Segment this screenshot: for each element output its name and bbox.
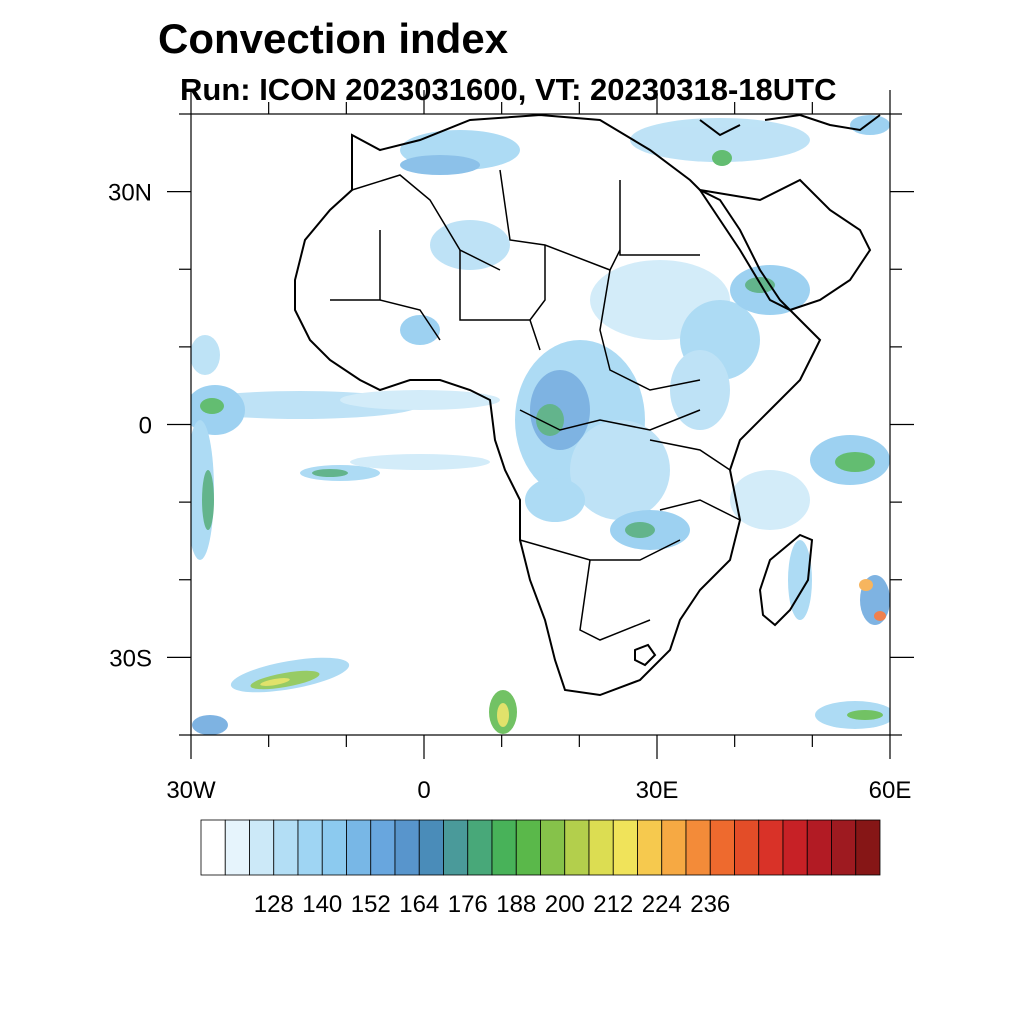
- colorbar-swatch: [273, 819, 299, 876]
- colorbar-label: 152: [351, 891, 391, 918]
- colorbar-swatch: [588, 819, 614, 876]
- colorbar-label: 164: [399, 891, 439, 918]
- lon-label: 30E: [636, 777, 679, 804]
- colorbar-swatch: [321, 819, 347, 876]
- colorbar-label: 236: [690, 891, 730, 918]
- colorbar-label: 140: [302, 891, 342, 918]
- colorbar-labels: 128 140 152 164 176 188 200 212 224 236: [254, 891, 731, 918]
- colorbar-swatch: [249, 819, 275, 876]
- lon-label: 0: [417, 777, 430, 804]
- colorbar-swatch: [685, 819, 711, 876]
- chart-title: Convection index: [158, 15, 509, 62]
- colorbar-swatch: [370, 819, 396, 876]
- axis-ticks: [167, 90, 914, 759]
- lat-label: 0: [139, 413, 152, 440]
- colorbar-label: 212: [593, 891, 633, 918]
- colorbar-swatch: [394, 819, 420, 876]
- colorbar-swatch: [418, 819, 444, 876]
- colorbar-label: 224: [642, 891, 682, 918]
- colorbar-swatch: [297, 819, 323, 876]
- colorbar-swatch: [443, 819, 469, 876]
- chart-subtitle: Run: ICON 2023031600, VT: 20230318-18UTC: [180, 72, 837, 107]
- colorbar-swatch: [734, 819, 760, 876]
- colorbar: [200, 819, 881, 876]
- colorbar-label: 188: [496, 891, 536, 918]
- lon-labels: 30W 0 30E 60E: [166, 777, 911, 804]
- country-borders: [330, 169, 741, 641]
- colorbar-swatch: [612, 819, 638, 876]
- lat-label: 30N: [108, 180, 152, 207]
- colorbar-swatch: [637, 819, 663, 876]
- colorbar-swatch: [855, 819, 881, 876]
- convection-field: [191, 115, 890, 735]
- colorbar-label: 200: [545, 891, 585, 918]
- colorbar-swatch: [831, 819, 857, 876]
- colorbar-swatch: [540, 819, 566, 876]
- colorbar-swatch: [709, 819, 735, 876]
- lon-label: 60E: [869, 777, 912, 804]
- colorbar-swatch: [200, 819, 226, 876]
- colorbar-label: 176: [448, 891, 488, 918]
- colorbar-swatch: [758, 819, 784, 876]
- colorbar-swatch: [661, 819, 687, 876]
- lat-labels: 30N 0 30S: [108, 180, 152, 673]
- lat-label: 30S: [109, 645, 152, 672]
- lon-label: 30W: [166, 777, 216, 804]
- colorbar-swatch: [806, 819, 832, 876]
- colorbar-label: 128: [254, 891, 294, 918]
- colorbar-swatch: [782, 819, 808, 876]
- coastlines: [294, 114, 881, 697]
- colorbar-swatch: [564, 819, 590, 876]
- colorbar-swatch: [346, 819, 372, 876]
- colorbar-swatch: [515, 819, 541, 876]
- colorbar-swatch: [224, 819, 250, 876]
- colorbar-swatch: [467, 819, 493, 876]
- colorbar-swatch: [491, 819, 517, 876]
